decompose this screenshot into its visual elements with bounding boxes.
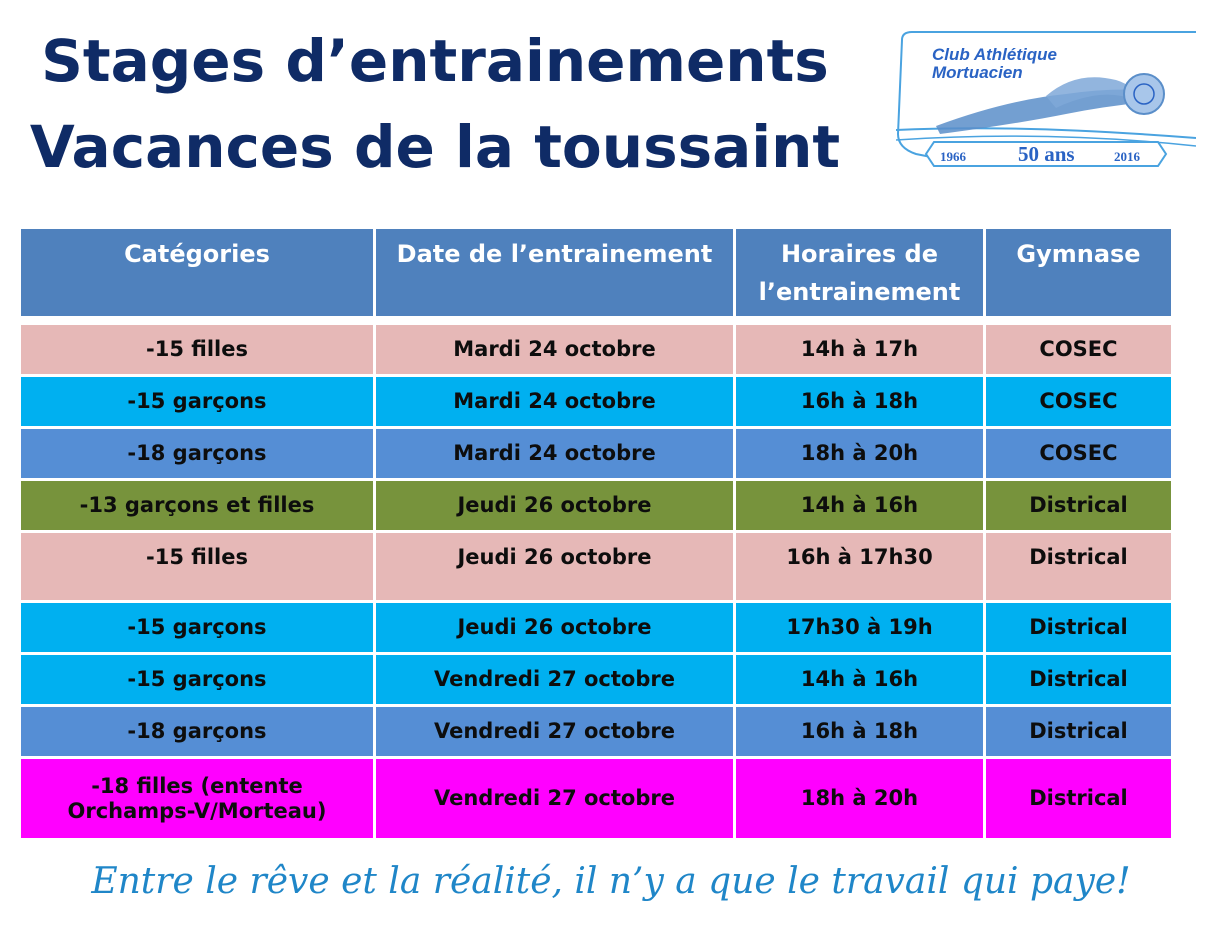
- logo-year-end: 2016: [1114, 149, 1140, 164]
- cell-gym: Districal: [983, 478, 1174, 533]
- cell-category: -18 garçons: [18, 704, 376, 759]
- table-row: -15 garçons Mardi 24 octobre 16h à 18h C…: [18, 374, 1174, 429]
- motto-text: Entre le rêve et la réalité, il n’y a qu…: [91, 861, 1131, 902]
- cell-category: -15 filles: [18, 322, 376, 377]
- cell-gym: Districal: [983, 652, 1174, 707]
- header-hours: Horaires de l’entrainement: [733, 226, 986, 319]
- cell-category: -15 garçons: [18, 374, 376, 429]
- cell-hours: 14h à 17h: [733, 322, 986, 377]
- cell-gym: Districal: [983, 530, 1174, 603]
- club-logo: Club Athlétique Mortuacien 1966 50 ans 2…: [896, 30, 1196, 168]
- cell-category: -15 garçons: [18, 652, 376, 707]
- cell-gym: COSEC: [983, 322, 1174, 377]
- header-date: Date de l’entrainement: [373, 226, 736, 319]
- page-title-line2: Vacances de la toussaint: [29, 113, 841, 181]
- cell-hours: 16h à 17h30: [733, 530, 986, 603]
- cell-hours: 16h à 18h: [733, 374, 986, 429]
- cell-gym: COSEC: [983, 426, 1174, 481]
- cell-hours: 14h à 16h: [733, 478, 986, 533]
- cell-date: Jeudi 26 octobre: [373, 478, 736, 533]
- cell-hours: 18h à 20h: [733, 426, 986, 481]
- cell-category: -13 garçons et filles: [18, 478, 376, 533]
- logo-anniversary: 50 ans: [1018, 142, 1075, 166]
- table-row: -18 garçons Vendredi 27 octobre 16h à 18…: [18, 704, 1174, 759]
- cell-category: -18 garçons: [18, 426, 376, 481]
- schedule-table: Catégories Date de l’entrainement Horair…: [18, 226, 1174, 841]
- cell-date: Vendredi 27 octobre: [373, 652, 736, 707]
- logo-anniversary-band: 1966 50 ans 2016: [936, 142, 1156, 166]
- page-title-line1: Stages d’entrainements: [41, 27, 829, 95]
- logo-club-name-line1: Club Athlétique: [932, 45, 1057, 64]
- cell-date: Jeudi 26 octobre: [373, 530, 736, 603]
- cell-hours: 18h à 20h: [733, 756, 986, 841]
- cell-date: Mardi 24 octobre: [373, 374, 736, 429]
- cell-hours: 17h30 à 19h: [733, 600, 986, 655]
- cell-date: Mardi 24 octobre: [373, 322, 736, 377]
- cell-gym: Districal: [983, 704, 1174, 759]
- header-categories: Catégories: [18, 226, 376, 319]
- cell-category: -15 filles: [18, 530, 376, 603]
- cell-date: Vendredi 27 octobre: [373, 704, 736, 759]
- cell-date: Mardi 24 octobre: [373, 426, 736, 481]
- table-row: -15 filles Jeudi 26 octobre 16h à 17h30 …: [18, 530, 1174, 603]
- table-header-row: Catégories Date de l’entrainement Horair…: [18, 226, 1174, 319]
- logo-club-name-line2: Mortuacien: [932, 63, 1023, 82]
- cell-gym: Districal: [983, 756, 1174, 841]
- cell-hours: 16h à 18h: [733, 704, 986, 759]
- cell-gym: COSEC: [983, 374, 1174, 429]
- cell-date: Vendredi 27 octobre: [373, 756, 736, 841]
- table-row: -18 filles (entente Orchamps-V/Morteau) …: [18, 756, 1174, 841]
- cell-category: -18 filles (entente Orchamps-V/Morteau): [18, 756, 376, 841]
- athlete-icon: [936, 73, 1165, 134]
- logo-year-start: 1966: [940, 149, 966, 164]
- header-gym: Gymnase: [983, 226, 1174, 319]
- cell-hours: 14h à 16h: [733, 652, 986, 707]
- table-row: -15 garçons Jeudi 26 octobre 17h30 à 19h…: [18, 600, 1174, 655]
- table-row: -13 garçons et filles Jeudi 26 octobre 1…: [18, 478, 1174, 533]
- table-row: -15 filles Mardi 24 octobre 14h à 17h CO…: [18, 322, 1174, 377]
- cell-date: Jeudi 26 octobre: [373, 600, 736, 655]
- table-row: -18 garçons Mardi 24 octobre 18h à 20h C…: [18, 426, 1174, 481]
- cell-category: -15 garçons: [18, 600, 376, 655]
- table-row: -15 garçons Vendredi 27 octobre 14h à 16…: [18, 652, 1174, 707]
- cell-gym: Districal: [983, 600, 1174, 655]
- logo-frame: [896, 31, 1196, 167]
